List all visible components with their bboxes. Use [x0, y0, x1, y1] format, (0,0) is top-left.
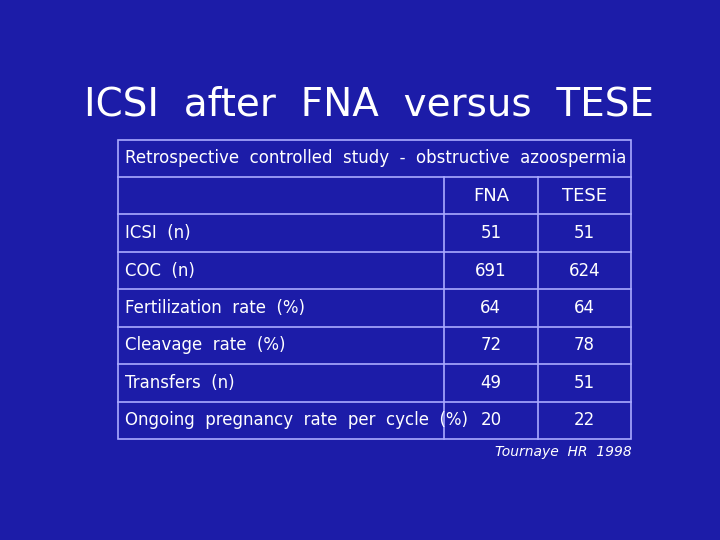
Text: 49: 49 [480, 374, 501, 392]
Text: 51: 51 [574, 374, 595, 392]
Text: 64: 64 [574, 299, 595, 317]
Text: 691: 691 [475, 261, 507, 280]
Text: 51: 51 [480, 224, 501, 242]
Text: 78: 78 [574, 336, 595, 354]
Text: Transfers  (n): Transfers (n) [125, 374, 234, 392]
Text: 64: 64 [480, 299, 501, 317]
Text: Tournaye  HR  1998: Tournaye HR 1998 [495, 446, 631, 459]
Text: 22: 22 [574, 411, 595, 429]
Text: Cleavage  rate  (%): Cleavage rate (%) [125, 336, 285, 354]
Text: ICSI  (n): ICSI (n) [125, 224, 190, 242]
Text: 20: 20 [480, 411, 501, 429]
Text: Fertilization  rate  (%): Fertilization rate (%) [125, 299, 305, 317]
Text: 51: 51 [574, 224, 595, 242]
Text: 624: 624 [569, 261, 600, 280]
Text: ICSI  after  FNA  versus  TESE: ICSI after FNA versus TESE [84, 85, 654, 124]
Text: TESE: TESE [562, 187, 607, 205]
Text: Ongoing  pregnancy  rate  per  cycle  (%): Ongoing pregnancy rate per cycle (%) [125, 411, 467, 429]
Text: Retrospective  controlled  study  -  obstructive  azoospermia: Retrospective controlled study - obstruc… [125, 150, 626, 167]
Text: FNA: FNA [473, 187, 509, 205]
Text: 72: 72 [480, 336, 501, 354]
Text: COC  (n): COC (n) [125, 261, 194, 280]
